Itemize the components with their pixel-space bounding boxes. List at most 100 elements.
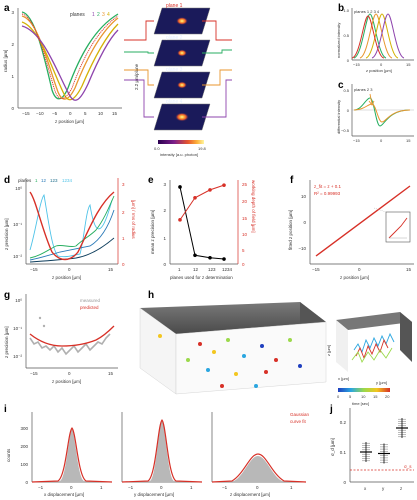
i1-xtick: 0	[70, 485, 73, 490]
connector-3	[124, 69, 154, 86]
h-colorbar	[338, 388, 390, 392]
d-legend-planes: planes	[18, 178, 32, 183]
e-ytick-right: 15	[242, 216, 248, 221]
g-legend-measured: measured	[80, 298, 101, 303]
i1-xtick: −1	[38, 485, 44, 490]
d-xlabel: z position [µm]	[52, 275, 81, 280]
panel-label-h: h	[148, 290, 154, 301]
i-ytick: 100	[20, 462, 28, 467]
a-curve-plane-2	[21, 11, 119, 100]
h-particle	[220, 384, 224, 388]
e-point-depth	[208, 188, 212, 192]
a-step-label: 2.2 µm/plane	[134, 63, 139, 90]
e-ytick-right: 25	[242, 182, 248, 187]
h-particle	[206, 368, 210, 372]
g-predicted-curve	[29, 325, 115, 347]
e-xtick: 123	[208, 267, 216, 272]
e-ytick-left: 2	[163, 208, 166, 213]
i1-gaussian	[31, 427, 113, 483]
d-curve-green	[29, 195, 115, 259]
d-ytick-left: 10⁰	[15, 186, 22, 191]
i2-gaussian	[121, 419, 203, 483]
g-ytick: 10⁰	[15, 298, 22, 303]
f-r-squared: R² = 0.99993	[314, 191, 341, 196]
f-xtick: 0	[358, 267, 361, 272]
h-particle	[226, 338, 230, 342]
h-colorbar-tick: 0	[337, 394, 340, 399]
b-ytick: 0.5	[343, 33, 349, 38]
e-xtick: 12	[193, 267, 199, 272]
h-colorbar-tick: 15	[373, 394, 378, 399]
d-ytick-right: 3	[122, 182, 125, 187]
a-xlabel: z position [µm]	[55, 119, 84, 124]
d-curve-red	[29, 191, 115, 261]
h-axis-y: y [µm]	[376, 380, 387, 385]
i-legend-2: curve fit	[290, 419, 307, 424]
b-xlabel: z position [µm]	[366, 68, 392, 73]
h-axis-x: x [µm]	[338, 376, 349, 381]
e-line-depth	[179, 184, 225, 221]
d-curve-blue	[29, 209, 115, 261]
plane-spot-2	[177, 49, 187, 57]
panel-label-a: a	[4, 3, 10, 14]
j-xtick: y	[382, 486, 385, 491]
e-ytick-right: 20	[242, 199, 248, 204]
panel-j: j 0 0.1 0.2 σ_d [µm] x y z σ_s	[329, 404, 414, 491]
a-xtick: −10	[36, 111, 44, 116]
g-outlier	[42, 324, 46, 328]
plane-spot-3	[177, 81, 187, 89]
g-ytick: 10⁻²	[13, 354, 22, 359]
i3-histogram	[212, 456, 306, 482]
h-colorbar-tick: 20	[385, 394, 390, 399]
h-particle	[298, 364, 302, 368]
c-ylabel: differential intensity	[336, 100, 341, 134]
d-ytick-left: 10⁻¹	[13, 222, 22, 227]
f-inset-connector	[373, 207, 387, 213]
a-ytick: 3	[11, 10, 14, 15]
h-mini-traj-green	[351, 347, 393, 364]
panel-label-i: i	[4, 404, 7, 415]
panel-a: a 0 1 2 3 radius [µm] −15 −10 −5 0 5 10 …	[3, 3, 232, 157]
panel-c: c 0.5 0 −0.5 differential intensity plan…	[336, 80, 414, 143]
h-mini-left	[336, 320, 348, 372]
f-equation: z_fit = z + 0.1	[314, 184, 342, 189]
a-curve-fit	[21, 13, 119, 99]
h-axis-z: z [µm]	[326, 345, 331, 356]
g-ylabel: z precision [µm]	[4, 326, 9, 358]
c-legend: planes 2 3	[354, 87, 373, 92]
j-ytick: 0.2	[340, 420, 347, 425]
a-colorbar-max: 19.8	[198, 146, 207, 151]
j-reference-label: σ_s	[404, 464, 412, 469]
j-xtick: x	[364, 486, 367, 491]
connector-right-1	[202, 20, 232, 41]
panel-label-f: f	[290, 175, 294, 186]
i2-xtick: −1	[128, 485, 134, 490]
h-particle	[264, 370, 268, 374]
c-xtick: 15	[406, 138, 411, 143]
e-point-depth	[178, 218, 182, 222]
plane-label-4: plane 4	[166, 99, 183, 105]
h-particle	[158, 334, 162, 338]
j-xtick: z	[400, 486, 403, 491]
d-ytick-left: 10⁻²	[13, 254, 22, 259]
h-particle	[198, 342, 202, 346]
j-plot-area	[360, 418, 408, 464]
plane-spot-4	[175, 112, 189, 122]
f-xtick: 15	[406, 267, 412, 272]
c-ytick: −0.5	[341, 128, 350, 133]
b-ytick: 0	[347, 58, 350, 63]
f-ytick: 0	[303, 220, 306, 225]
e-point-precision	[178, 185, 182, 189]
i1-xlabel: x displacement [µm]	[44, 492, 84, 497]
h-mini-traj-red	[355, 338, 389, 360]
plane-stack: plane 1 plane 2 plane 3 plane 4	[153, 3, 211, 131]
connector-1	[124, 20, 154, 41]
g-xlabel: z position [µm]	[52, 379, 81, 384]
h-colorbar-label: time [sec]	[352, 401, 369, 406]
d-xtick: 15	[108, 267, 114, 272]
e-plot-area	[178, 183, 226, 261]
b-curve-4	[365, 13, 399, 59]
b-xtick: 0	[380, 62, 383, 67]
d-xtick: −15	[30, 267, 38, 272]
